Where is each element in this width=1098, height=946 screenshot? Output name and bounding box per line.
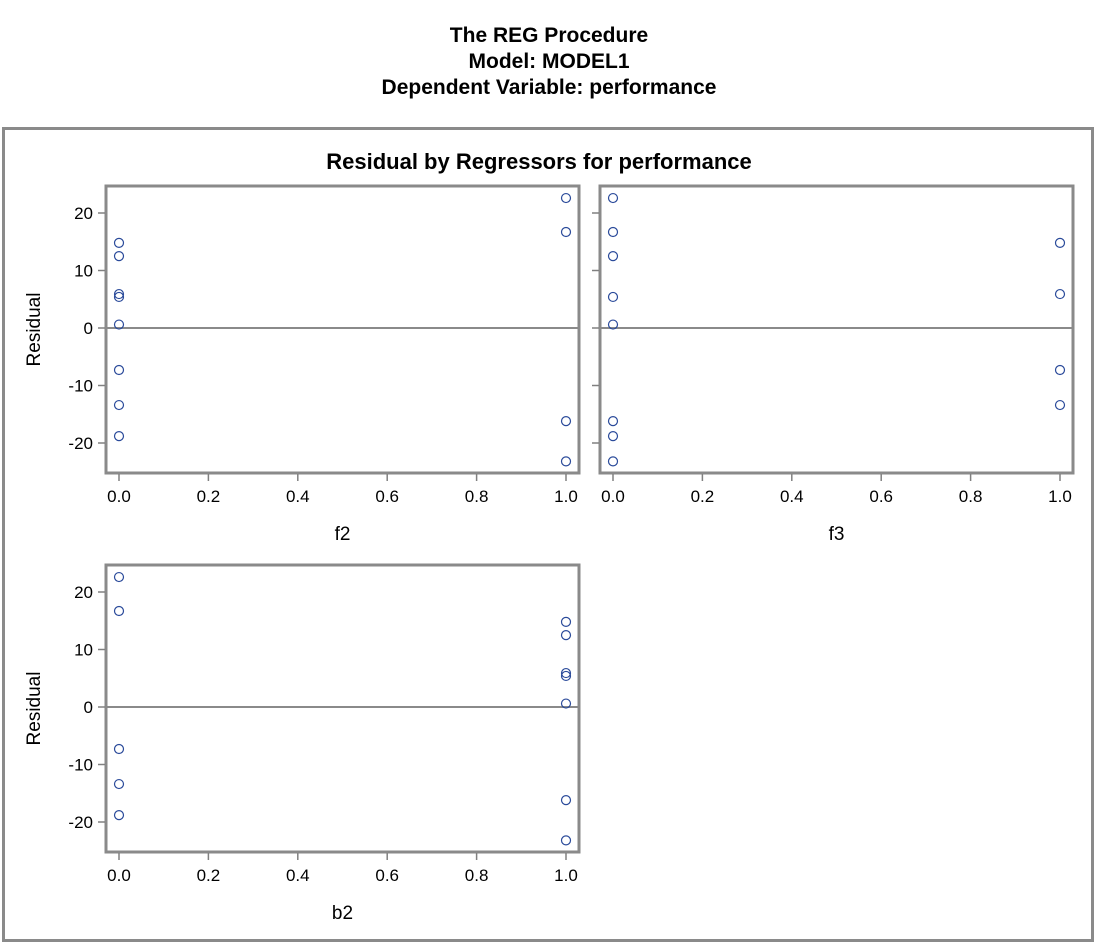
data-point [113,288,125,300]
data-point [560,835,572,846]
panel-f3: 0.0 0.2 0.4 0.6 0.8 1.0 f3 [592,184,1075,545]
data-point [113,743,125,755]
y-tick-label: -10 [68,377,93,396]
data-point [607,431,619,442]
x-tick-label: 0.6 [375,487,399,506]
plot-area-b2 [104,563,581,854]
y-tick-label: 0 [84,319,93,338]
data-point [607,291,619,303]
x-tick-label: 0.8 [465,487,489,506]
data-point [560,698,572,709]
x-tick-label: 0.2 [691,487,715,506]
data-point [607,251,619,262]
model-title: Model: MODEL1 [468,50,630,73]
y-tick-label: 20 [74,583,93,602]
x-tick-label: 1.0 [1048,487,1072,506]
y-tick-label: 10 [74,262,93,281]
data-point [560,670,572,682]
data-point [113,431,125,442]
x-tick-label: 0.0 [107,866,131,885]
data-point [607,319,619,330]
chart-title: Residual by Regressors for performance [326,149,751,174]
data-point [1054,364,1066,376]
procedure-title: The REG Procedure [449,24,649,47]
x-tick-label: 0.4 [286,866,310,885]
data-point [560,192,572,204]
data-point [113,291,125,303]
chart-frame [2,127,1094,942]
data-point [113,399,125,411]
x-tick-label: 0.8 [465,866,489,885]
x-tick-label: 0.0 [601,487,625,506]
x-tick-label: 0.2 [197,487,221,506]
data-point [113,319,125,330]
data-point [607,456,619,467]
data-point [113,237,125,248]
data-point [113,364,125,376]
data-point [560,667,572,679]
x-tick-label: 1.0 [554,866,578,885]
y-tick-label: -20 [68,434,93,453]
x-tick-label: 0.2 [197,866,221,885]
data-point [113,251,125,262]
data-point [560,226,572,238]
x-tick-label: 1.0 [554,487,578,506]
x-tick-label: 0.4 [286,487,310,506]
panel-f2: 0.0 0.2 0.4 0.6 0.8 1.0 20 10 0 -10 -20 f2 Residual [24,184,581,545]
data-point [560,416,572,427]
data-point [113,778,125,790]
y-tick-label: 20 [74,204,93,223]
dependent-variable-title: Dependent Variable: performance [381,76,717,99]
y-tick-label: -10 [68,756,93,775]
data-point [113,809,125,821]
data-point [1054,237,1066,248]
plot-area-f2 [104,184,581,475]
data-point [607,192,619,204]
x-tick-label: 0.6 [375,866,399,885]
data-point [1054,288,1066,300]
y-tick-label: -20 [68,813,93,832]
data-point [1054,399,1066,411]
y-axis-label: Residual [24,293,45,367]
x-tick-label: 0.0 [107,487,131,506]
x-axis-label: f2 [335,524,351,545]
data-point [560,616,572,628]
data-point [607,416,619,427]
x-tick-label: 0.4 [780,487,804,506]
y-tick-label: 10 [74,641,93,660]
data-point [560,630,572,641]
data-point [113,605,125,617]
data-point [113,571,125,583]
x-tick-label: 0.8 [959,487,983,506]
x-tick-label: 0.6 [869,487,893,506]
data-point [560,456,572,467]
x-axis-label: b2 [332,903,353,924]
y-axis-label: Residual [24,672,45,746]
plot-area-f3 [598,184,1075,475]
data-point [560,795,572,806]
y-tick-label: 0 [84,698,93,717]
panel-b2: 0.0 0.2 0.4 0.6 0.8 1.0 20 10 0 -10 -20 b2 Residual [24,563,581,924]
data-point [607,226,619,238]
x-axis-label: f3 [829,524,845,545]
